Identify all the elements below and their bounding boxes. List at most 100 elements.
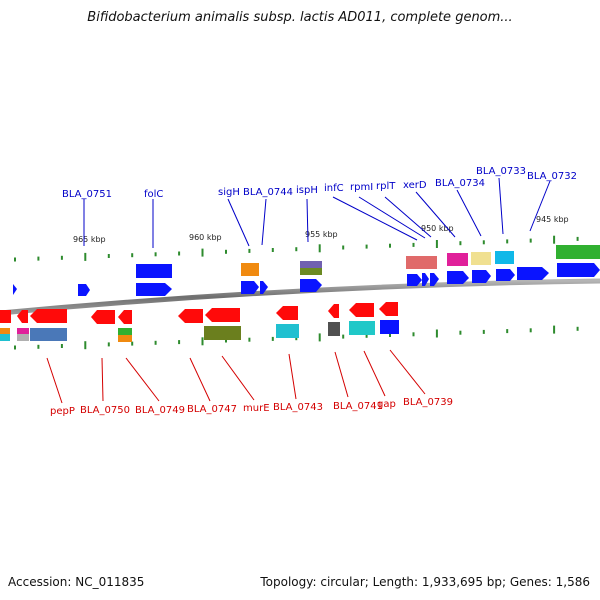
lower-tick	[131, 341, 134, 346]
label-bla0751: BLA_0751	[62, 189, 112, 200]
lower-tick	[248, 337, 251, 342]
upper-tick	[318, 244, 321, 253]
lower-tick	[553, 325, 556, 334]
gene-bla0739-block	[380, 320, 399, 334]
gene-bla0749-block-green	[118, 328, 132, 335]
gene-lower-block-pink	[17, 328, 29, 334]
gene-bla0747-arrow	[178, 309, 203, 323]
gene-bla0734-block	[471, 252, 491, 265]
gene-mure-arrow	[205, 308, 240, 322]
lower-gene-labels: pepP BLA_0750 BLA_0749 BLA_0747 murE BLA…	[50, 397, 453, 417]
page-title: Bifidobacterium animalis subsp. lactis A…	[87, 10, 513, 25]
label-isph: ispH	[296, 185, 318, 196]
lower-tick	[37, 344, 40, 349]
gene-pepp-block	[30, 328, 67, 341]
label-mure: murE	[243, 403, 270, 414]
label-xerd: xerD	[403, 180, 427, 191]
lower-tick	[576, 326, 579, 331]
lower-tick	[14, 345, 16, 350]
upper-tick	[60, 255, 63, 260]
genome-summary-text: Topology: circular; Length: 1,933,695 bp…	[260, 575, 590, 589]
gene-bla0734-arrow	[472, 270, 491, 283]
upper-tick	[365, 244, 368, 249]
gene-bla0739-arrow	[379, 302, 398, 316]
upper-tick	[14, 257, 16, 262]
lower-tick	[295, 336, 298, 341]
scale-labels: 965 kbp 960 kbp 955 kbp 950 kbp 945 kbp	[73, 215, 569, 244]
lower-tick	[506, 329, 509, 334]
label-sigh: sigH	[218, 187, 240, 198]
label-bla0732: BLA_0732	[527, 171, 577, 182]
gene-mure-block	[204, 326, 241, 340]
forward-strand-features	[13, 245, 600, 296]
upper-tick	[178, 251, 181, 256]
lower-tick	[318, 333, 321, 342]
lower-tick	[435, 329, 438, 338]
gene-sigh-arrow	[241, 281, 259, 294]
upper-tick	[154, 252, 157, 257]
lower-tick	[60, 344, 63, 348]
lower-tick	[389, 333, 391, 337]
lower-tick	[178, 340, 181, 345]
label-bla0747: BLA_0747	[187, 404, 237, 415]
gene-bla0743-block	[276, 324, 299, 338]
upper-tick	[342, 245, 345, 250]
upper-tick	[576, 236, 579, 241]
gene-bla0743-arrow	[276, 306, 298, 320]
upper-tick	[295, 247, 298, 252]
upper-tick	[412, 242, 415, 247]
scale-label-960: 960 kbp	[189, 233, 222, 242]
upper-tick	[201, 248, 204, 257]
gene-rplt-arrow	[430, 273, 439, 286]
upper-tick	[553, 235, 556, 244]
label-infc: infC	[324, 183, 344, 194]
gene-pepp-arrow-b	[30, 309, 67, 323]
label-pepp: pepP	[50, 406, 75, 417]
upper-tick	[107, 254, 110, 258]
scale-label-945: 945 kbp	[536, 215, 569, 224]
lower-tick	[342, 334, 345, 339]
scale-label-965: 965 kbp	[73, 235, 106, 244]
upper-tick	[248, 248, 251, 253]
label-bla0750: BLA_0750	[80, 405, 130, 416]
accession-text: Accession: NC_011835	[8, 575, 145, 589]
label-folc: folC	[144, 189, 163, 200]
upper-tick	[459, 241, 462, 246]
label-bla0734: BLA_0734	[435, 178, 485, 189]
label-bla0743: BLA_0743	[273, 402, 323, 413]
upper-tick	[37, 256, 40, 261]
gene-folc-arrow	[136, 283, 172, 296]
lower-leader-lines	[46, 349, 426, 404]
gene-bla0750-arrow	[91, 310, 115, 324]
upper-leader-lines	[83, 177, 551, 248]
upper-tick	[435, 240, 438, 248]
gene-isph-block-2	[300, 268, 322, 275]
lower-tick	[459, 330, 462, 335]
gene-lower-block-orange	[0, 328, 10, 334]
gene-bla0749-arrow	[118, 310, 132, 324]
scale-label-950: 950 kbp	[421, 224, 454, 233]
gene-forward-arrow	[13, 284, 17, 295]
upper-tick	[271, 248, 274, 252]
gene-bla0749-block-orange	[118, 335, 132, 342]
gene-bla0744-arrow	[260, 281, 268, 294]
gene-bla0732-arrow-b	[557, 263, 600, 277]
gene-reverse-arrow	[0, 310, 11, 323]
label-bla0733: BLA_0733	[476, 166, 526, 177]
gene-bla0733-arrow	[496, 269, 515, 281]
lower-tick	[365, 333, 368, 338]
label-bla0739: BLA_0739	[403, 397, 453, 408]
gene-pepp-arrow-a	[17, 310, 28, 323]
gene-xerd-block	[447, 253, 468, 266]
gene-gap-arrow	[349, 303, 374, 317]
gene-sigh-block	[241, 263, 259, 276]
gene-folc-block	[136, 264, 172, 278]
gene-bla0741-arrow	[328, 304, 339, 318]
scale-label-955: 955 kbp	[305, 230, 338, 239]
lower-tick	[84, 341, 87, 350]
upper-gene-labels: BLA_0751 folC sigH BLA_0744 ispH infC rp…	[62, 166, 577, 200]
gene-lower-block-gray	[17, 334, 29, 341]
label-bla0741: BLA_0741	[333, 401, 383, 412]
gene-isph-arrow	[300, 279, 322, 292]
